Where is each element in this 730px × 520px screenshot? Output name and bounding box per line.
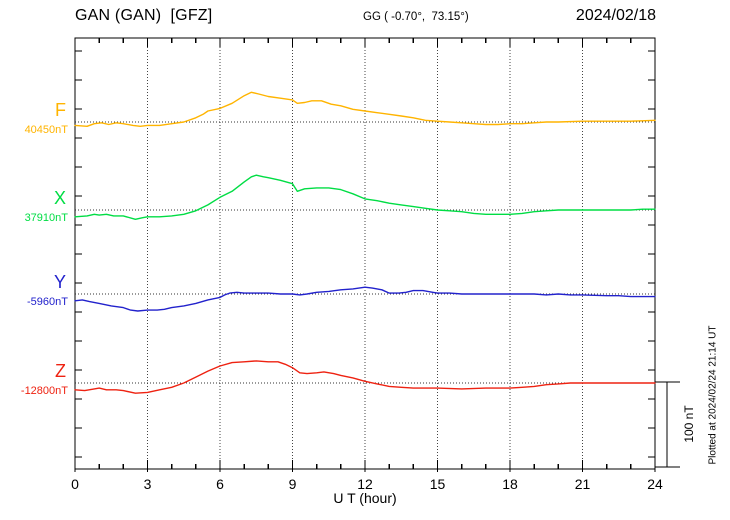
x-tick-label: 18	[502, 476, 518, 492]
channel-baseline-value-Z: -12800nT	[20, 385, 68, 397]
channel-letter-X: X	[53, 188, 66, 208]
x-tick-label: 0	[71, 476, 79, 492]
trace-Y	[74, 286, 656, 312]
channel-baseline-value-X: 37910nT	[24, 212, 68, 224]
channel-baseline-value-Y: -5960nT	[27, 296, 68, 308]
trace-F	[74, 91, 656, 128]
x-tick-label: 3	[144, 476, 152, 492]
channel-letter-F: F	[55, 100, 66, 120]
channel-letter-Z: Z	[55, 361, 66, 381]
scale-bar-label: 100 nT	[682, 405, 696, 443]
x-tick-label: 24	[647, 476, 663, 492]
x-axis-label: U T (hour)	[333, 490, 397, 506]
x-tick-label: 21	[575, 476, 591, 492]
x-tick-label: 15	[430, 476, 446, 492]
x-tick-label: 6	[216, 476, 224, 492]
channel-baseline-value-F: 40450nT	[24, 124, 68, 136]
channel-letter-Y: Y	[53, 272, 66, 292]
x-tick-label: 9	[289, 476, 297, 492]
trace-X	[74, 174, 656, 221]
date-label: 2024/02/18	[575, 7, 656, 24]
plotted-at-note: Plotted at 2024/02/24 21:14 UT	[707, 325, 719, 465]
geographic-coordinates-label: GG ( -0.70°, 73.15°)	[363, 11, 469, 23]
station-title: GAN (GAN) [GFZ]	[75, 7, 213, 24]
trace-Z	[74, 360, 656, 394]
x-tick-label: 12	[357, 476, 373, 492]
